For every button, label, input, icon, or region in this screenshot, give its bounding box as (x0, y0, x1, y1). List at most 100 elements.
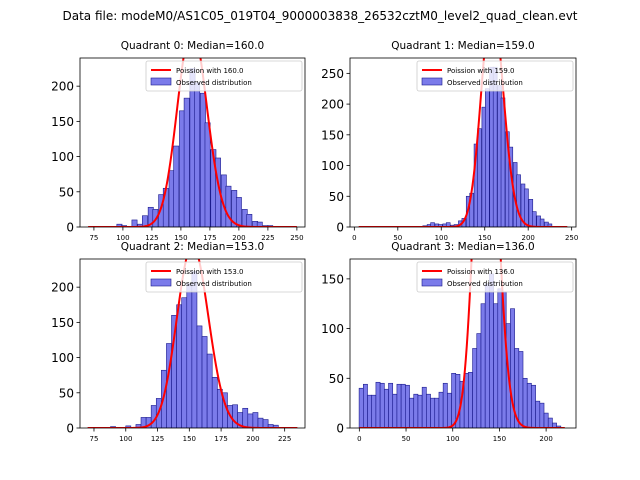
bar-series (358, 273, 562, 428)
histogram-bar (384, 388, 389, 428)
legend-bar-icon (421, 77, 443, 86)
x-tick-label: 150 (174, 234, 187, 242)
histogram-bar (371, 394, 377, 428)
poisson-curve (358, 58, 568, 227)
histogram-bar (438, 391, 444, 428)
histogram-bar (468, 372, 473, 428)
y-tick-label: 200 (51, 80, 74, 94)
histogram-bar (358, 387, 364, 428)
y-tick-label: 0 (66, 422, 74, 436)
histogram-bar (516, 174, 521, 227)
histogram-bar (522, 377, 528, 428)
histogram-bar (142, 215, 148, 227)
histogram-bar (201, 336, 208, 428)
histogram-bar (547, 417, 553, 428)
legend-bar-icon (150, 278, 172, 287)
legend-observed-label: Observed distribution (447, 79, 523, 87)
x-tick-label: 175 (203, 234, 216, 242)
legend-observed-label: Observed distribution (447, 280, 523, 288)
y-tick-label: 0 (336, 221, 344, 235)
histogram-bar (392, 393, 398, 428)
y-tick-label: 250 (321, 67, 344, 81)
y-tick-label: 200 (51, 281, 74, 295)
histogram-bar (489, 273, 494, 428)
histogram-bar (547, 223, 553, 227)
y-tick-label: 100 (51, 351, 74, 365)
x-tick-label: 75 (89, 234, 98, 242)
histogram-bar (430, 397, 436, 428)
chart-panel-3: Quadrant 3: Median=136.0 0 50 100 150 200 0 50 1… (321, 241, 577, 443)
histogram-bar (405, 384, 410, 428)
histogram-bar (543, 412, 549, 428)
axes-frame (349, 57, 577, 228)
histogram-bar (518, 351, 524, 428)
histogram-bar (194, 82, 201, 227)
histogram-bar (400, 383, 406, 428)
y-tick-label: 100 (321, 322, 344, 336)
histogram-bar (204, 122, 211, 227)
histogram-bar (442, 382, 448, 428)
histogram-bar (413, 393, 419, 428)
histogram-bar (191, 271, 198, 428)
y-tick-label: 100 (51, 150, 74, 164)
histogram-bar (379, 382, 385, 428)
y-tick-label: 50 (59, 386, 74, 400)
x-tick-label: 200 (522, 234, 535, 242)
x-tick-label: 0 (357, 435, 361, 443)
histogram-bar (535, 400, 541, 428)
histogram-bar (181, 297, 188, 428)
histogram-bar (252, 412, 259, 428)
y-tick-label: 150 (321, 128, 344, 142)
axes-frame (79, 57, 306, 228)
y-tick-label: 0 (336, 422, 344, 436)
histogram-bar (532, 211, 537, 227)
y-tick-label: 150 (51, 115, 74, 129)
legend: Poission with 160.0 Observed distribution (145, 60, 303, 92)
x-tick-label: 75 (90, 435, 99, 443)
histogram-bar (363, 383, 368, 428)
histogram-bar (476, 333, 482, 428)
x-tick-label: 100 (446, 435, 459, 443)
y-tick-label: 50 (329, 190, 344, 204)
legend-box (416, 60, 574, 92)
histogram-bar (396, 383, 402, 428)
legend-box (145, 60, 303, 92)
histogram-bar (417, 394, 423, 428)
histogram-bar (125, 425, 132, 428)
histogram-bar (246, 214, 253, 227)
histogram-bar (225, 185, 232, 227)
histogram-bar (206, 353, 213, 428)
x-tick-label: 175 (214, 435, 227, 443)
histogram-bar (211, 376, 218, 428)
axes-frame (349, 258, 577, 429)
y-tick-label: 150 (51, 316, 74, 330)
legend-observed-label: Observed distribution (176, 79, 252, 87)
y-tick-label: 100 (321, 159, 344, 173)
histogram-bar (451, 373, 457, 428)
histogram-bar (463, 373, 469, 428)
histogram-bar (375, 381, 381, 428)
histogram-bar (388, 382, 394, 428)
legend: Poission with 159.0 Observed distribution (416, 60, 574, 92)
x-tick-label: 200 (539, 435, 552, 443)
histogram-bar (447, 392, 452, 428)
x-tick-label: 50 (393, 234, 402, 242)
histogram-bar (367, 394, 373, 428)
figure-suptitle: Data file: modeM0/AS1C05_019T04_90000038… (62, 9, 577, 23)
x-tick-label: 250 (565, 234, 578, 242)
x-tick-label: 100 (435, 234, 448, 242)
histogram-bar (497, 288, 503, 428)
chart-panel-2: Quadrant 2: Median=153.0 75 100 125 150 175 20… (51, 241, 306, 443)
legend-bar-icon (150, 77, 172, 86)
legend-poisson-label: Poission with 153.0 (176, 268, 244, 276)
histogram-bar (552, 422, 557, 428)
x-tick-label: 225 (261, 234, 274, 242)
bar-series (110, 271, 284, 428)
x-tick-label: 150 (478, 234, 491, 242)
x-tick-label: 125 (151, 435, 164, 443)
y-tick-label: 150 (321, 272, 344, 286)
x-tick-label: 200 (232, 234, 245, 242)
histogram-bar (539, 402, 545, 428)
x-tick-label: 50 (402, 435, 411, 443)
